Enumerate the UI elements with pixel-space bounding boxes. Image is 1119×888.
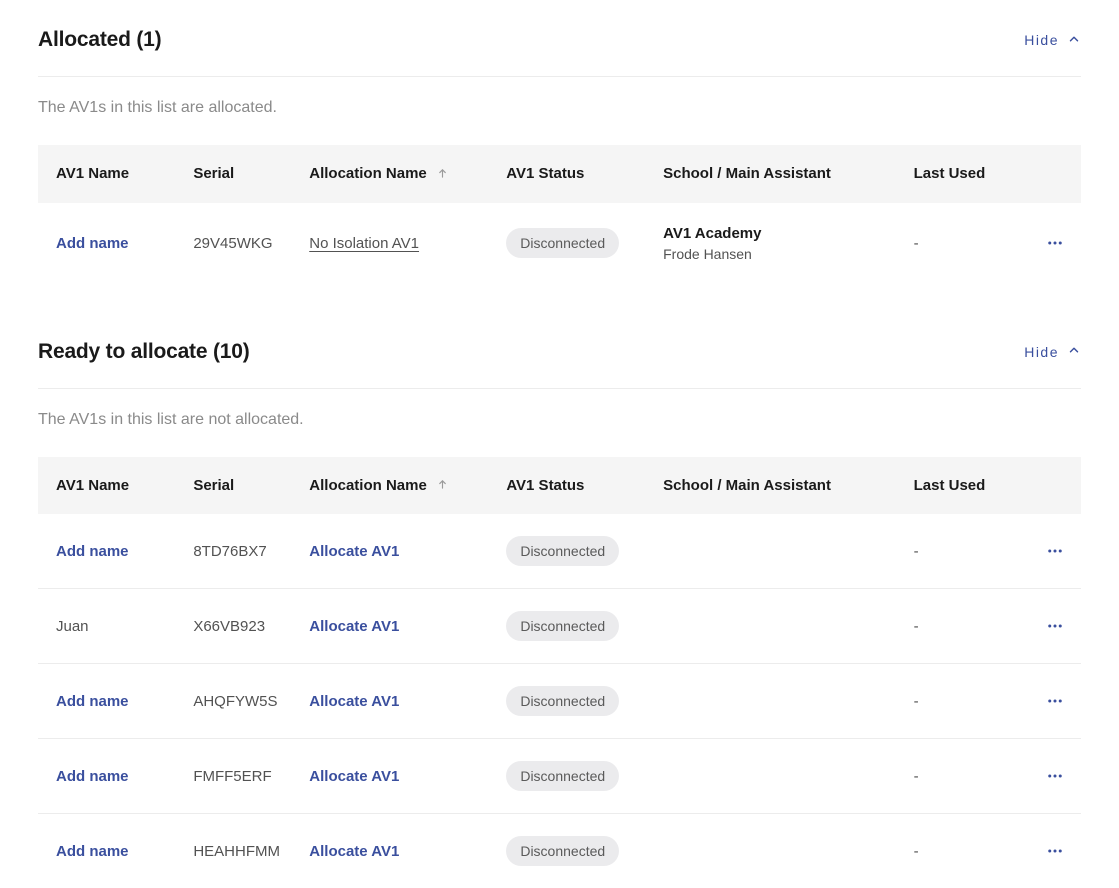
col-header-actions [1029,457,1081,515]
section-title-allocated: Allocated (1) [38,28,161,52]
col-header-lastused[interactable]: Last Used [900,457,1029,515]
hide-toggle-allocated[interactable]: Hide [1024,32,1081,49]
school-cell [649,814,899,888]
add-name-link[interactable]: Add name [56,693,129,710]
more-horizontal-icon [1046,842,1064,860]
serial-cell: FMFF5ERF [179,739,295,814]
last-used-cell: - [900,739,1029,814]
status-badge: Disconnected [506,611,619,641]
section-header: Ready to allocate (10) Hide [38,340,1081,389]
last-used-cell: - [900,203,1029,284]
school-cell: AV1 Academy Frode Hansen [649,203,899,284]
more-horizontal-icon [1046,767,1064,785]
school-cell [649,739,899,814]
table-body-allocated: Add name 29V45WKG No Isolation AV1 Disconne… [38,203,1081,284]
more-horizontal-icon [1046,692,1064,710]
section-ready: Ready to allocate (10) Hide The AV1s in … [38,340,1081,888]
col-header-allocation[interactable]: Allocation Name [295,145,492,203]
col-header-school[interactable]: School / Main Assistant [649,457,899,515]
more-horizontal-icon [1046,542,1064,560]
table-ready: AV1 Name Serial Allocation Name AV1 Stat… [38,457,1081,888]
add-name-link[interactable]: Add name [56,843,129,860]
hide-label: Hide [1024,344,1059,360]
section-gap [38,284,1081,340]
col-header-serial[interactable]: Serial [179,457,295,515]
table-body-ready: Add name 8TD76BX7 Allocate AV1 Disconnected… [38,514,1081,888]
section-desc-ready: The AV1s in this list are not allocated. [38,389,1081,457]
more-actions-button[interactable] [1043,764,1067,788]
more-horizontal-icon [1046,234,1064,252]
status-badge: Disconnected [506,228,619,258]
more-actions-button[interactable] [1043,231,1067,255]
hide-label: Hide [1024,32,1059,48]
serial-cell: X66VB923 [179,589,295,664]
col-header-serial[interactable]: Serial [179,145,295,203]
last-used-cell: - [900,814,1029,888]
last-used-cell: - [900,514,1029,589]
allocation-link[interactable]: No Isolation AV1 [309,235,419,252]
more-actions-button[interactable] [1043,539,1067,563]
serial-cell: AHQFYW5S [179,664,295,739]
add-name-link[interactable]: Add name [56,543,129,560]
more-actions-button[interactable] [1043,689,1067,713]
sort-asc-icon [437,166,448,183]
hide-toggle-ready[interactable]: Hide [1024,343,1081,360]
serial-cell: 29V45WKG [179,203,295,284]
serial-cell: 8TD76BX7 [179,514,295,589]
section-allocated: Allocated (1) Hide The AV1s in this list… [38,28,1081,284]
allocate-av1-link[interactable]: Allocate AV1 [309,768,399,785]
table-row: Add name 29V45WKG No Isolation AV1 Disconne… [38,203,1081,284]
chevron-up-icon [1067,32,1081,49]
more-actions-button[interactable] [1043,614,1067,638]
col-header-lastused[interactable]: Last Used [900,145,1029,203]
allocate-av1-link[interactable]: Allocate AV1 [309,618,399,635]
school-cell [649,664,899,739]
assistant-name: Frode Hansen [663,246,885,262]
allocate-av1-link[interactable]: Allocate AV1 [309,543,399,560]
section-desc-allocated: The AV1s in this list are allocated. [38,77,1081,145]
col-header-allocation-label: Allocation Name [309,165,427,182]
last-used-cell: - [900,664,1029,739]
more-actions-button[interactable] [1043,839,1067,863]
sort-asc-icon [437,477,448,494]
serial-cell: HEAHHFMM [179,814,295,888]
col-header-allocation[interactable]: Allocation Name [295,457,492,515]
table-header-row: AV1 Name Serial Allocation Name AV1 Stat… [38,457,1081,515]
school-cell [649,589,899,664]
av1-name: Juan [56,618,89,635]
allocate-av1-link[interactable]: Allocate AV1 [309,693,399,710]
last-used-cell: - [900,589,1029,664]
status-badge: Disconnected [506,686,619,716]
col-header-allocation-label: Allocation Name [309,477,427,494]
add-name-link[interactable]: Add name [56,235,129,252]
col-header-actions [1029,145,1081,203]
add-name-link[interactable]: Add name [56,768,129,785]
col-header-name[interactable]: AV1 Name [38,145,179,203]
table-row: Add name FMFF5ERF Allocate AV1 Disconnected… [38,739,1081,814]
table-row: Add name HEAHHFMM Allocate AV1 Disconnected… [38,814,1081,888]
allocate-av1-link[interactable]: Allocate AV1 [309,843,399,860]
table-row: Add name AHQFYW5S Allocate AV1 Disconnected… [38,664,1081,739]
table-header-row: AV1 Name Serial Allocation Name AV1 Stat… [38,145,1081,203]
more-horizontal-icon [1046,617,1064,635]
table-row: Add name 8TD76BX7 Allocate AV1 Disconnected… [38,514,1081,589]
col-header-status[interactable]: AV1 Status [492,457,649,515]
col-header-name[interactable]: AV1 Name [38,457,179,515]
col-header-school[interactable]: School / Main Assistant [649,145,899,203]
col-header-status[interactable]: AV1 Status [492,145,649,203]
section-header: Allocated (1) Hide [38,28,1081,77]
table-row: Juan X66VB923 Allocate AV1 Disconnected - [38,589,1081,664]
school-name: AV1 Academy [663,225,885,242]
school-cell [649,514,899,589]
chevron-up-icon [1067,343,1081,360]
page: Allocated (1) Hide The AV1s in this list… [0,0,1119,888]
section-title-ready: Ready to allocate (10) [38,340,250,364]
status-badge: Disconnected [506,536,619,566]
status-badge: Disconnected [506,761,619,791]
table-allocated: AV1 Name Serial Allocation Name AV1 Stat… [38,145,1081,284]
status-badge: Disconnected [506,836,619,866]
